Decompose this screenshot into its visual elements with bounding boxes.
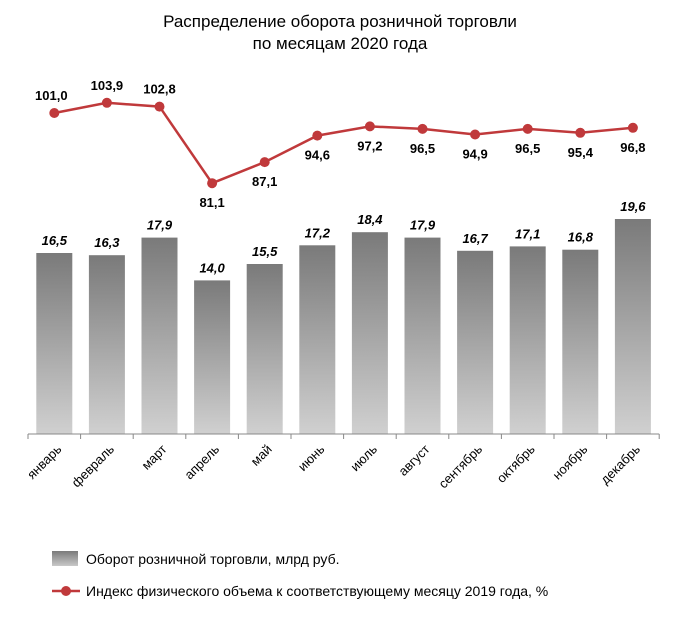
line-point xyxy=(207,178,218,189)
bar-2 xyxy=(88,255,125,434)
chart-title-line-2: по месяцам 2020 года xyxy=(253,34,428,53)
line-layer: 101,0 103,9 102,8 81,1 87,1 94,6 97,2 96,5 94,9 9… xyxy=(35,78,646,210)
line-value-label: 87,1 xyxy=(252,174,277,189)
line-point xyxy=(627,122,638,133)
line-point xyxy=(49,108,60,118)
line-value-label: 97,2 xyxy=(357,138,382,153)
line-value-label: 102,8 xyxy=(143,82,176,97)
line-value-label: 94,6 xyxy=(305,148,330,163)
bar-value-label: 19,6 xyxy=(620,199,646,214)
bar-value-label: 16,8 xyxy=(568,230,594,245)
x-tick-label: май xyxy=(248,442,275,469)
bar-10 xyxy=(509,246,546,434)
bar-value-label: 16,7 xyxy=(462,231,488,246)
bar-12 xyxy=(614,219,651,434)
index-line xyxy=(54,101,634,185)
x-tick-label: июнь xyxy=(295,441,328,474)
line-value-label: 96,5 xyxy=(515,141,540,156)
x-tick-label: ноябрь xyxy=(549,441,590,482)
x-tick-label: февраль xyxy=(68,441,117,490)
line-value-label: 103,9 xyxy=(91,78,124,93)
bar-8 xyxy=(404,237,441,434)
x-tick-label: июль xyxy=(347,441,380,474)
bar-7 xyxy=(351,232,388,434)
line-value-label: 94,9 xyxy=(462,147,487,162)
bar-value-label: 16,3 xyxy=(94,235,120,250)
bar-value-label: 16,5 xyxy=(42,233,68,248)
line-point xyxy=(417,123,428,134)
line-point xyxy=(470,129,481,140)
x-tick-label: декабрь xyxy=(597,441,643,487)
line-value-label: 81,1 xyxy=(199,195,224,210)
legend-line-label: Индекс физического объема к соответствую… xyxy=(86,583,548,599)
line-point xyxy=(364,121,375,132)
line-point xyxy=(154,101,165,112)
x-tick-label: март xyxy=(138,441,169,472)
bar-value-label: 17,2 xyxy=(305,225,331,240)
x-tick-label: апрель xyxy=(181,441,222,482)
bar-9 xyxy=(457,250,494,434)
chart-title-line-1: Распределение оборота розничной торговли xyxy=(163,12,517,31)
line-value-label: 95,4 xyxy=(568,145,594,160)
line-value-label: 101,0 xyxy=(35,88,68,103)
line-point xyxy=(522,123,533,134)
bar-11 xyxy=(562,249,599,434)
legend-bar-label: Оборот розничной торговли, млрд руб. xyxy=(86,551,339,567)
legend-line-marker xyxy=(61,586,71,596)
bar-value-label: 18,4 xyxy=(357,212,383,227)
line-point xyxy=(259,157,270,168)
bar-value-label: 17,9 xyxy=(147,218,173,233)
line-value-label: 96,8 xyxy=(620,140,645,155)
x-tick-label: октябрь xyxy=(494,441,538,485)
bar-value-label: 17,9 xyxy=(410,218,436,233)
line-point xyxy=(312,130,323,141)
bar-value-label: 15,5 xyxy=(252,244,278,259)
x-tick-label: январь xyxy=(24,441,65,482)
legend-bar-swatch xyxy=(52,551,78,566)
line-value-label: 96,5 xyxy=(410,141,435,156)
bar-1 xyxy=(36,253,73,434)
line-point xyxy=(575,127,586,138)
bar-value-label: 17,1 xyxy=(515,226,540,241)
bar-value-label: 14,0 xyxy=(199,260,225,275)
line-point xyxy=(101,97,112,108)
bar-6 xyxy=(299,245,336,434)
bar-4 xyxy=(194,280,231,434)
x-tick-label: август xyxy=(395,441,432,478)
x-axis: январь февраль март апрель май июнь июль август… xyxy=(24,433,660,491)
x-tick-label: сентябрь xyxy=(435,441,485,491)
bar-5 xyxy=(246,264,283,434)
legend: Оборот розничной торговли, млрд руб. Инд… xyxy=(52,551,548,599)
bars-layer: 16,5 16,3 17,9 14,0 15,5 17,2 18,4 17,9 16,7 17,1… xyxy=(36,199,651,434)
bar-3 xyxy=(141,237,178,434)
